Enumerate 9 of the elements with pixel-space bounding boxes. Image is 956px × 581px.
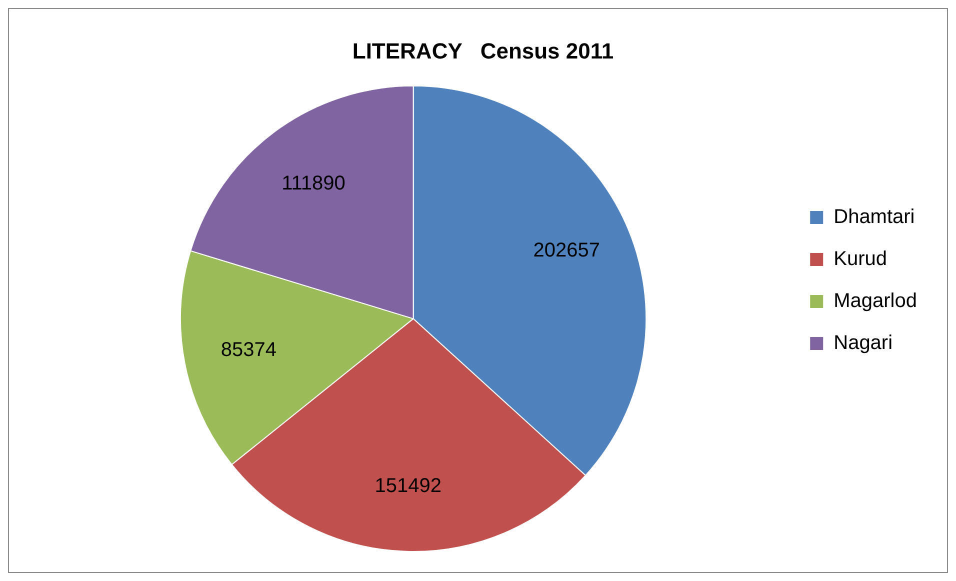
legend-label: Magarlod [834, 290, 918, 312]
data-label: 151492 [374, 474, 442, 497]
legend-label: Dhamtari [834, 206, 915, 228]
legend-label: Kurud [834, 248, 887, 270]
data-label: 111890 [282, 172, 346, 195]
data-label: 202657 [533, 239, 600, 262]
legend-label: Nagari [834, 332, 893, 354]
chart-title: LITERACY Census 2011 [352, 38, 614, 64]
data-label: 85374 [220, 338, 277, 361]
